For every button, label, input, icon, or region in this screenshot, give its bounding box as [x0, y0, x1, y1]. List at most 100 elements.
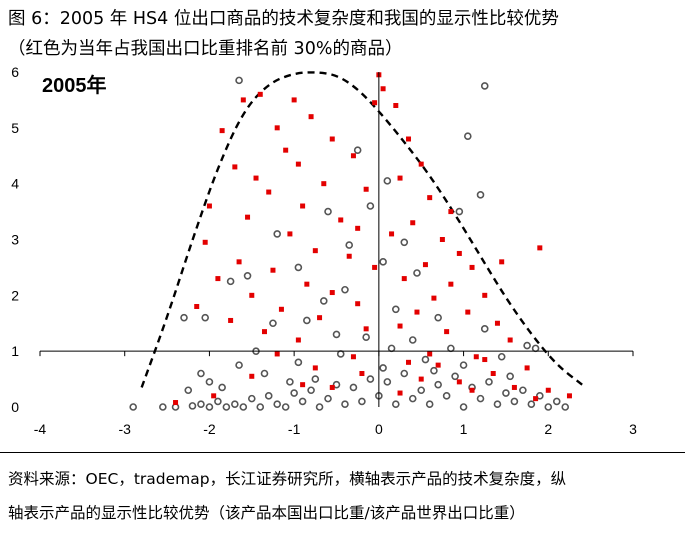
top30-point: [215, 276, 221, 282]
other-point: [256, 403, 265, 411]
other-point: [417, 386, 426, 395]
top30-point: [545, 387, 551, 393]
top30-point: [431, 295, 437, 301]
other-point: [235, 361, 243, 369]
top30-point: [253, 175, 259, 181]
other-point: [552, 397, 561, 406]
y-tick-label: 3: [11, 232, 19, 248]
top30-point: [363, 326, 369, 332]
other-point: [493, 400, 502, 409]
other-point: [226, 277, 235, 286]
other-point: [408, 336, 417, 344]
other-point: [349, 383, 358, 392]
other-point: [345, 241, 354, 249]
other-point: [298, 397, 307, 406]
top30-point: [350, 153, 356, 159]
other-point: [480, 82, 489, 90]
other-point: [281, 403, 290, 411]
top30-point: [304, 281, 310, 287]
top30-point: [456, 250, 462, 256]
other-point: [205, 403, 214, 411]
top30-point: [397, 323, 403, 329]
envelope-curve: [140, 71, 583, 388]
other-point: [502, 389, 510, 397]
other-point: [319, 297, 328, 305]
other-point: [273, 400, 282, 409]
other-point: [336, 350, 345, 358]
other-point: [311, 375, 320, 383]
other-point: [264, 392, 273, 400]
top30-point: [524, 365, 530, 371]
other-point: [459, 403, 468, 411]
top30-point: [482, 292, 488, 298]
top30-point: [206, 203, 212, 209]
other-point: [294, 358, 303, 367]
other-point: [332, 330, 341, 339]
top30-point: [211, 393, 217, 399]
other-point: [408, 394, 417, 403]
other-point: [434, 313, 442, 322]
other-point: [527, 400, 536, 409]
top30-point: [295, 161, 301, 167]
other-point: [315, 403, 324, 411]
other-point: [455, 207, 464, 216]
top30-point: [537, 245, 543, 251]
other-point: [188, 402, 197, 410]
other-point: [391, 305, 400, 314]
other-point: [383, 378, 392, 386]
other-point: [421, 355, 430, 364]
source-note-line1: 资料来源：OEC，trademap，长江证券研究所，横轴表示产品的技术复杂度，纵: [8, 470, 567, 488]
top30-point: [312, 248, 318, 254]
other-point: [218, 383, 226, 392]
top30-point: [350, 354, 356, 360]
top30-point: [499, 259, 505, 265]
top30-point: [511, 384, 517, 390]
other-point: [366, 202, 375, 210]
top30-point: [283, 147, 289, 153]
x-tick-label: -1: [288, 421, 301, 437]
other-point: [239, 403, 248, 411]
top30-point: [173, 400, 179, 406]
top30-point: [257, 91, 263, 97]
top30-point: [355, 225, 361, 231]
top30-point: [473, 354, 479, 360]
top30-point: [249, 373, 255, 379]
other-point: [260, 369, 269, 378]
figure-title-line2: （红色为当年占我国出口比重排名前 30%的商品）: [8, 39, 403, 59]
other-point: [269, 319, 277, 328]
top30-point: [465, 309, 471, 315]
x-tick-label: -3: [118, 421, 131, 437]
other-point: [184, 386, 193, 395]
other-point: [459, 361, 468, 369]
other-point: [485, 378, 493, 386]
y-tick-label: 1: [11, 343, 19, 359]
top30-point: [410, 220, 416, 226]
top30-point: [232, 164, 238, 170]
other-point: [442, 392, 451, 400]
x-tick-label: -2: [203, 421, 216, 437]
y-tick-label: 2: [11, 287, 19, 303]
x-tick-label: 3: [629, 421, 637, 437]
top30-point: [202, 239, 208, 245]
top30-point: [287, 231, 293, 237]
other-point: [247, 394, 256, 403]
top30-point: [427, 351, 433, 357]
top30-point: [444, 329, 450, 335]
other-point: [561, 403, 570, 411]
other-point: [341, 285, 349, 294]
other-point: [214, 397, 222, 406]
top30-point: [194, 304, 200, 309]
top30-point: [270, 267, 276, 273]
other-point: [205, 378, 214, 386]
top30-point: [312, 365, 318, 371]
panel-label: 2005年: [42, 73, 107, 97]
top30-point: [346, 253, 352, 259]
other-point: [391, 400, 400, 409]
top30-point: [414, 309, 420, 315]
other-point: [544, 403, 553, 411]
scatter-chart-svg: -4 -3 -2 -1 0 1 2 3 0 1 2 3 4 5 6 2005年: [11, 64, 637, 437]
scatter-chart: -4 -3 -2 -1 0 1 2 3 0 1 2 3 4 5 6 2005年: [0, 62, 685, 450]
top30-point: [372, 100, 378, 106]
other-point: [358, 397, 366, 406]
other-point: [235, 76, 243, 85]
